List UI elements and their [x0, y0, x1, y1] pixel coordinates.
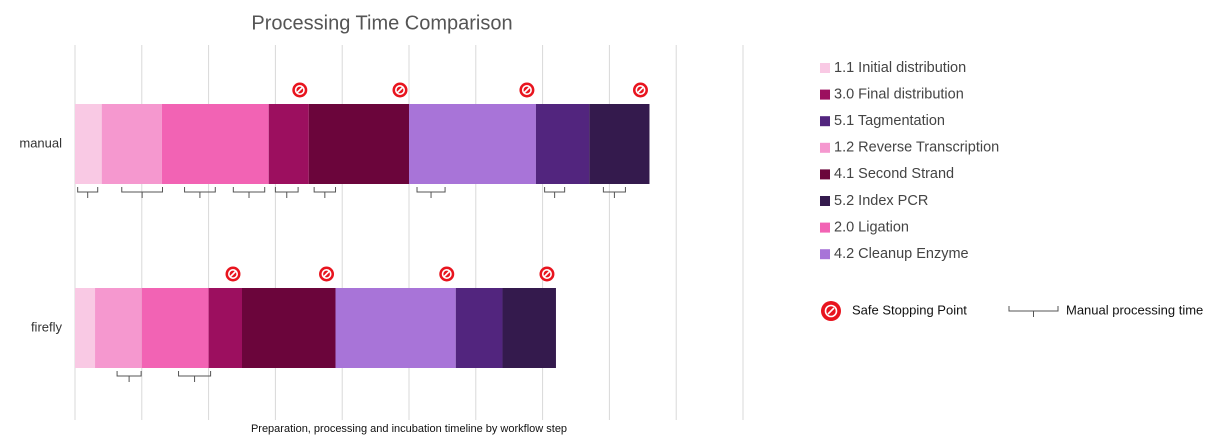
manual-time-bracket — [178, 371, 212, 382]
legend-label: 1.1 Initial distribution — [834, 60, 966, 76]
legend-label: Safe Stopping Point — [852, 302, 967, 317]
stop-slash — [296, 86, 304, 94]
bar-segment — [589, 104, 650, 184]
stop-slash — [443, 270, 451, 278]
bar-segment — [208, 288, 242, 368]
stop-ring — [294, 85, 305, 96]
y-tick-label: firefly — [31, 319, 63, 334]
safe-stop-icon — [632, 82, 648, 98]
chart-title: Processing Time Comparison — [251, 12, 512, 34]
legend-swatch — [820, 142, 830, 153]
bar-segment — [308, 104, 409, 184]
stop-ring — [824, 304, 838, 318]
bar-segment — [409, 104, 536, 184]
x-axis-label: Preparation, processing and incubation t… — [251, 423, 567, 435]
legend-swatch — [820, 116, 830, 127]
bar-segment — [455, 288, 503, 368]
stop-slash — [229, 270, 237, 278]
bar-segment — [268, 104, 309, 184]
safe-stop-icon — [519, 82, 535, 98]
legend-swatch — [820, 63, 830, 73]
y-tick-label: manual — [19, 135, 62, 150]
stop-ring — [394, 85, 405, 96]
stop-slash — [523, 86, 531, 94]
safe-stop-icon — [392, 82, 408, 98]
legend-label: Manual processing time — [1066, 302, 1203, 317]
manual-time-bracket — [544, 187, 566, 198]
legend-swatch — [820, 169, 830, 180]
bar-segment — [101, 104, 162, 184]
legend-bracket — [1008, 306, 1059, 317]
bar-segment — [141, 288, 209, 368]
manual-time-bracket — [602, 187, 626, 198]
bar-segment — [502, 288, 556, 368]
manual-time-bracket — [274, 187, 299, 198]
safe-stop-icon — [319, 266, 335, 282]
safe-stop-icon — [539, 266, 555, 282]
safe-stop-icon — [439, 266, 455, 282]
bar-segment — [535, 104, 590, 184]
stop-ring — [541, 268, 552, 279]
stop-ring — [635, 85, 646, 96]
legend-label: 5.1 Tagmentation — [834, 113, 945, 129]
manual-time-bracket — [77, 187, 99, 198]
safe-stop-icon — [225, 266, 241, 282]
manual-time-bracket — [313, 187, 337, 198]
stop-slash — [543, 270, 551, 278]
stop-slash — [636, 86, 645, 94]
stop-ring — [521, 85, 532, 96]
bar-segment — [242, 288, 336, 368]
legend-label: 5.2 Index PCR — [834, 193, 928, 209]
legend-label: 2.0 Ligation — [834, 219, 909, 235]
legend-label: 4.2 Cleanup Enzyme — [834, 246, 969, 262]
stop-slash — [396, 86, 404, 94]
safe-stop-icon — [292, 82, 308, 98]
bar-segment — [75, 288, 96, 368]
manual-time-bracket — [121, 187, 164, 198]
legend-label: 4.1 Second Strand — [834, 166, 954, 182]
legend-label: 1.2 Reverse Transcription — [834, 140, 999, 156]
manual-time-bracket — [184, 187, 216, 198]
stop-slash — [827, 307, 835, 315]
bar-segment — [335, 288, 456, 368]
bar-segment — [161, 104, 269, 184]
legend-swatch — [820, 222, 830, 233]
legend-swatch — [820, 249, 830, 260]
legend-stop-icon — [821, 301, 841, 321]
manual-time-bracket — [232, 187, 266, 198]
legend-swatch — [820, 89, 830, 100]
manual-time-bracket — [116, 371, 142, 382]
stop-ring — [441, 268, 452, 279]
stop-slash — [322, 270, 331, 278]
bar-segment — [95, 288, 142, 368]
stop-ring — [228, 268, 239, 279]
legend-swatch — [820, 196, 830, 206]
stop-ring — [321, 268, 332, 279]
manual-time-bracket — [416, 187, 446, 198]
legend-label: 3.0 Final distribution — [834, 86, 964, 102]
bar-segment — [75, 104, 102, 184]
